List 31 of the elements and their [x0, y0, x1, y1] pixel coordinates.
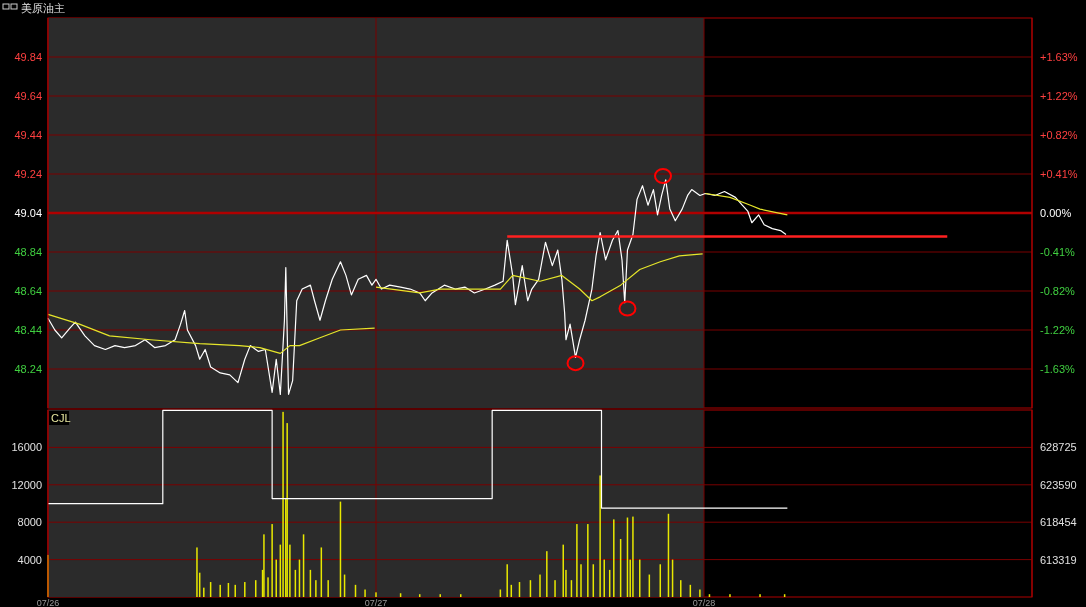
- y-tick-label: 16000: [11, 441, 42, 454]
- chart-title: CJL: [51, 412, 71, 424]
- y2-tick-label: +0.41%: [1040, 167, 1078, 180]
- chart-title: 美原油主: [21, 2, 65, 14]
- y-tick-label: 49.64: [14, 90, 42, 102]
- y2-tick-label: -1.22%: [1040, 323, 1076, 336]
- y-tick-label: 49.84: [14, 51, 42, 63]
- y-tick-label: 49.04: [14, 207, 42, 219]
- y2-tick-label: 623590: [1040, 478, 1077, 491]
- y2-tick-label: 628725: [1040, 441, 1077, 454]
- y-tick-label: 4000: [17, 553, 42, 566]
- x-tick-label: 07/28: [692, 598, 716, 607]
- x-tick-label: 07/26: [36, 598, 60, 607]
- y2-tick-label: +0.82%: [1040, 128, 1078, 141]
- y-tick-label: 48.24: [14, 363, 42, 375]
- y-tick-label: 8000: [17, 516, 42, 529]
- y-tick-label: 12000: [11, 478, 42, 491]
- y2-tick-label: 618454: [1040, 516, 1077, 529]
- y2-tick-label: +1.22%: [1040, 90, 1078, 103]
- y2-tick-label: -1.63%: [1040, 362, 1076, 375]
- y-tick-label: 49.44: [14, 129, 42, 141]
- y2-tick-label: -0.82%: [1040, 285, 1076, 298]
- y2-tick-label: +1.63%: [1040, 51, 1078, 64]
- y-tick-label: 49.24: [14, 168, 42, 180]
- y-tick-label: 48.84: [14, 246, 42, 258]
- y2-tick-label: -0.41%: [1040, 246, 1076, 259]
- y-tick-label: 48.64: [14, 285, 42, 297]
- x-tick-label: 07/27: [364, 598, 388, 607]
- y2-tick-label: 613319: [1040, 553, 1077, 566]
- y2-tick-label: 0.00%: [1040, 207, 1072, 219]
- y-tick-label: 48.44: [14, 324, 42, 336]
